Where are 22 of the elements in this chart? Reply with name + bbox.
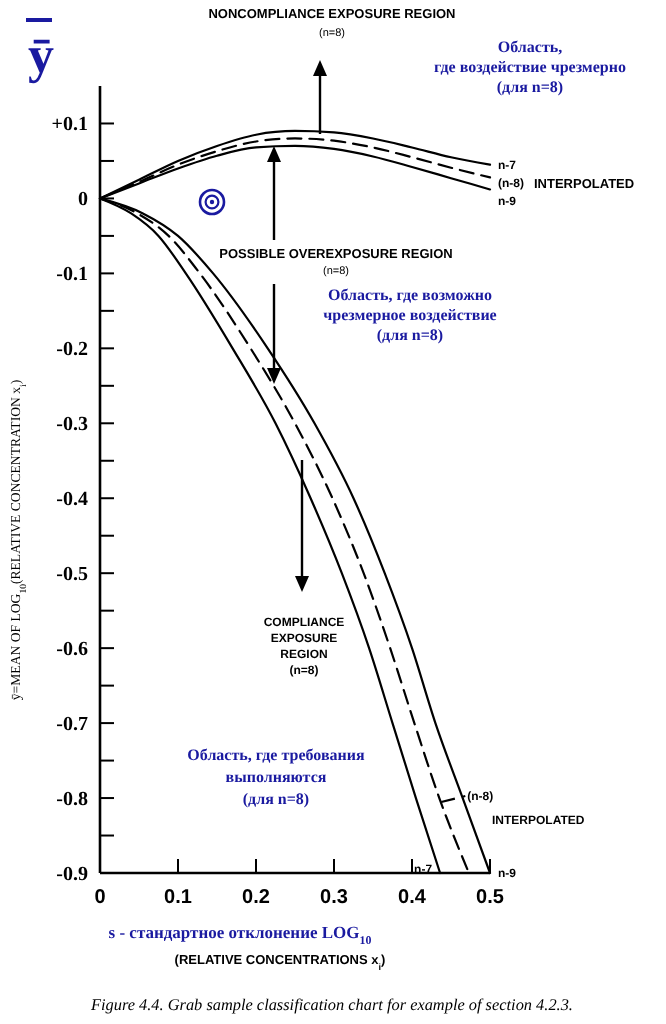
annotation: Область, где требования выполняются (для n=8) [187, 746, 366, 808]
y-tick-label: 0 [78, 189, 88, 212]
y-tick-label: +0.1 [51, 114, 88, 137]
y-tick-label: -0.6 [56, 639, 88, 662]
y-tick-label: -0.8 [56, 789, 88, 812]
caption: Figure 4.4. Grab sample classification chart for example of section 4.2.3. [89, 996, 573, 1014]
y-tick-label: -0.3 [56, 414, 88, 437]
y-tick-label: -0.4 [56, 489, 88, 512]
y-tick-label: -0.5 [56, 564, 88, 587]
text: ȳ [28, 26, 54, 84]
y-tick-label: -0.2 [56, 339, 88, 362]
annotation: Область, где возможно чрезмерное воздействие (для n=8) [323, 286, 498, 344]
x-tick-label: 0.2 [242, 887, 271, 909]
y-tick-label: -0.9 [56, 864, 88, 886]
y-tick-label: -0.7 [56, 714, 88, 737]
x-tick-label: 0.5 [476, 887, 505, 909]
x-tick-label: 0.4 [398, 887, 427, 909]
x-tick-label: 0.1 [164, 887, 193, 909]
annotation: Область, где воздействие чрезмерно (для n=8) [433, 38, 627, 96]
x-tick-label: 0.3 [320, 887, 349, 909]
y-tick-label: -0.1 [56, 264, 88, 287]
x-tick-label: 0 [94, 887, 107, 909]
